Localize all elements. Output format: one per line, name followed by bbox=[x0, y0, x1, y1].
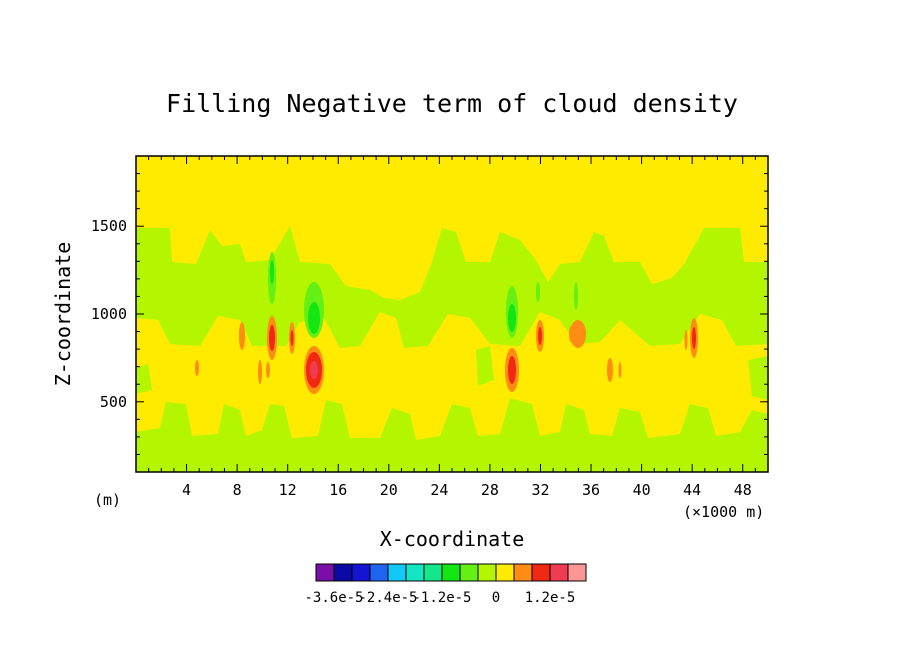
contour-min bbox=[508, 304, 516, 332]
colorbar-swatch bbox=[477, 563, 497, 582]
colorbar-swatch bbox=[351, 563, 371, 582]
y-tick-label: 1500 bbox=[91, 217, 127, 235]
contour-max bbox=[290, 330, 294, 346]
x-unit-label: (m) bbox=[94, 491, 121, 509]
contour-max bbox=[508, 356, 516, 384]
contour-max bbox=[310, 361, 318, 379]
colorbar-swatch bbox=[369, 563, 389, 582]
contour-max bbox=[266, 362, 270, 378]
field-band-upper bbox=[136, 226, 768, 348]
y-tick-label: 500 bbox=[100, 393, 127, 411]
x-tick-label: 40 bbox=[633, 481, 651, 499]
colorbar-swatch bbox=[405, 563, 425, 582]
colorbar-swatch bbox=[387, 563, 407, 582]
contour-max bbox=[692, 327, 696, 349]
colorbar-swatch bbox=[441, 563, 461, 582]
x-tick-label: 4 bbox=[182, 481, 191, 499]
contour-min bbox=[574, 282, 578, 310]
y-tick-label: 1000 bbox=[91, 305, 127, 323]
contour-max bbox=[569, 326, 573, 342]
x-tick-label: 24 bbox=[430, 481, 448, 499]
contour-min bbox=[536, 282, 540, 302]
x-tick-label: 12 bbox=[279, 481, 297, 499]
y-axis-label: Z-coordinate bbox=[51, 242, 75, 387]
contour-max bbox=[618, 362, 622, 378]
contour-max bbox=[258, 360, 262, 384]
contour-max bbox=[684, 330, 688, 350]
field-band-lower bbox=[136, 398, 768, 472]
colorbar: -3.6e-5-2.4e-5-1.2e-5 0 1.2e-5 bbox=[304, 563, 587, 606]
x-axis-label: X-coordinate bbox=[380, 527, 525, 551]
colorbar-swatch bbox=[495, 563, 515, 582]
contour-max bbox=[538, 327, 542, 345]
colorbar-swatch bbox=[567, 563, 587, 582]
x-tick-label: 16 bbox=[329, 481, 347, 499]
colorbar-label: -3.6e-5 bbox=[304, 590, 363, 606]
contour-max bbox=[269, 325, 275, 351]
contour-min bbox=[270, 260, 274, 284]
plot-area bbox=[136, 156, 768, 472]
colorbar-label: -1.2e-5 bbox=[412, 590, 471, 606]
colorbar-label: 1.2e-5 bbox=[525, 590, 576, 606]
colorbar-swatch bbox=[315, 563, 335, 582]
y-axis: 500 1000 1500 bbox=[91, 173, 768, 455]
colorbar-label: -2.4e-5 bbox=[358, 590, 417, 606]
colorbar-swatch bbox=[531, 563, 551, 582]
x-tick-label: 28 bbox=[481, 481, 499, 499]
colorbar-swatch bbox=[549, 563, 569, 582]
x-tick-label: 8 bbox=[233, 481, 242, 499]
x-axis: 4 8 12 16 20 24 28 32 36 40 44 48 bbox=[148, 156, 756, 499]
x-tick-label: 32 bbox=[531, 481, 549, 499]
x-scale-label: (×1000 m) bbox=[683, 503, 764, 521]
colorbar-label: 0 bbox=[492, 590, 500, 606]
colorbar-swatch bbox=[513, 563, 533, 582]
contour-min bbox=[308, 302, 320, 334]
x-tick-label: 36 bbox=[582, 481, 600, 499]
x-tick-label: 44 bbox=[683, 481, 701, 499]
x-tick-label: 20 bbox=[380, 481, 398, 499]
colorbar-swatch bbox=[423, 563, 443, 582]
colorbar-swatch bbox=[333, 563, 353, 582]
colorbar-swatch bbox=[459, 563, 479, 582]
x-tick-label: 48 bbox=[734, 481, 752, 499]
chart-title: Filling Negative term of cloud density bbox=[166, 89, 738, 118]
contour-max bbox=[195, 360, 199, 376]
contour-max bbox=[607, 358, 613, 382]
contour-max bbox=[239, 322, 245, 350]
contour-max bbox=[570, 320, 586, 348]
